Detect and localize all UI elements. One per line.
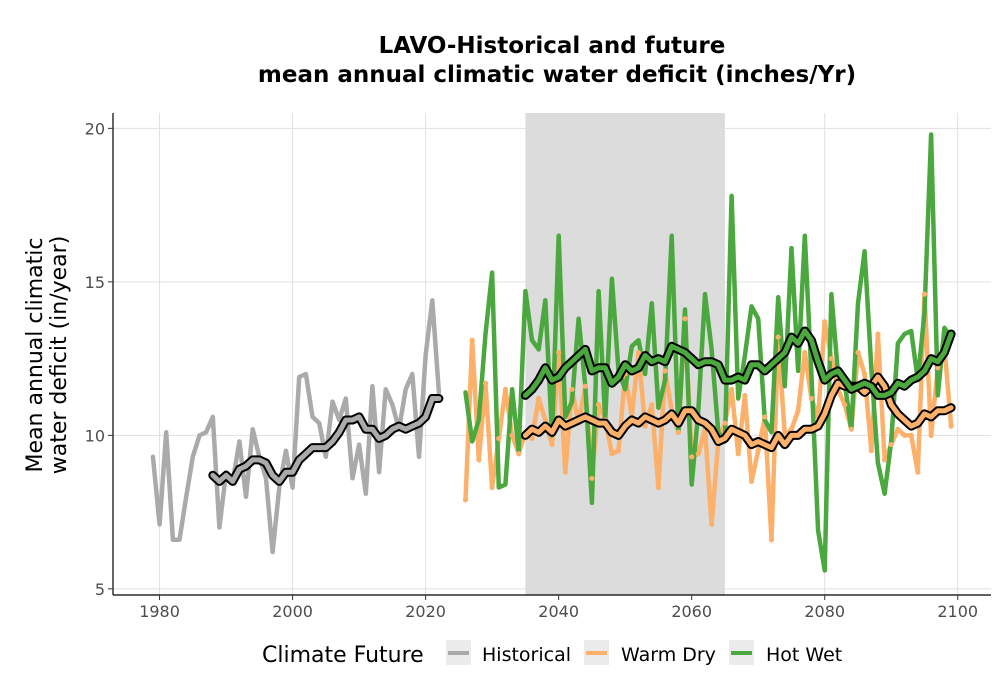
series-line-historical (150, 298, 442, 555)
data-point-warm-dry (562, 469, 568, 475)
data-point-warm-dry (875, 331, 881, 337)
data-point-warm-dry (868, 448, 874, 454)
data-point-warm-dry (808, 395, 815, 402)
data-point-warm-dry (742, 392, 748, 399)
x-tick-label-2020: 2020 (405, 602, 446, 621)
data-point-warm-dry (709, 521, 715, 527)
data-point-warm-dry (689, 454, 695, 460)
x-tick-label-1980: 1980 (139, 602, 180, 621)
data-point-warm-dry (642, 423, 648, 429)
data-point-warm-dry (615, 448, 622, 454)
data-point-warm-dry (595, 402, 602, 408)
data-point-warm-dry (802, 349, 808, 356)
data-point-warm-dry (788, 426, 795, 432)
y-tick-label-15: 15 (85, 273, 105, 292)
legend-label-hot-wet: Hot Wet (766, 644, 842, 666)
data-point-warm-dry (682, 316, 688, 322)
x-tick-label-2060: 2060 (671, 602, 712, 621)
y-axis-label-line2: water deficit (in/year) (47, 236, 72, 475)
x-tick-label-2040: 2040 (538, 602, 579, 621)
data-point-warm-dry (921, 291, 928, 297)
tick-labels: 1980 2000 2020 2040 2060 2080 2100 5 10 15 20 (85, 119, 978, 621)
data-point-warm-dry (722, 420, 728, 426)
data-point-warm-dry (842, 402, 848, 408)
data-point-warm-dry (542, 417, 548, 423)
data-point-warm-dry (635, 349, 642, 356)
data-point-warm-dry (536, 395, 542, 402)
series-line-hot-wet (463, 132, 954, 573)
y-tick-label-20: 20 (85, 119, 105, 138)
data-point-warm-dry (556, 349, 562, 356)
data-point-warm-dry (502, 386, 509, 392)
data-point-warm-dry (695, 451, 701, 457)
data-point-warm-dry (748, 478, 755, 485)
data-point-warm-dry (888, 441, 894, 448)
data-point-warm-dry (509, 432, 515, 438)
data-point-warm-dry (675, 429, 681, 435)
chart-title-line1: LAVO-Historical and future (379, 33, 726, 59)
trend-line-warm-dry-smooth (522, 374, 954, 451)
legend-title: Climate Future (262, 643, 424, 668)
data-point-warm-dry (948, 423, 954, 429)
x-tick-label-2100: 2100 (937, 602, 978, 621)
data-point-warm-dry (881, 457, 888, 463)
data-point-warm-dry (482, 380, 489, 386)
data-point-warm-dry (822, 319, 828, 325)
data-point-warm-dry (496, 435, 502, 442)
data-point-warm-dry (901, 432, 908, 438)
data-point-warm-dry (582, 383, 588, 389)
data-point-warm-dry (768, 537, 775, 543)
data-point-warm-dry (529, 435, 535, 442)
x-tick-label-2080: 2080 (804, 602, 845, 621)
data-point-warm-dry (516, 451, 522, 457)
data-point-warm-dry (569, 386, 575, 392)
data-point-warm-dry (476, 457, 482, 463)
data-point-warm-dry (728, 386, 735, 392)
data-point-warm-dry (895, 426, 901, 432)
legend-label-historical: Historical (482, 644, 571, 666)
trend-line-historical-smooth (210, 396, 442, 484)
data-point-warm-dry (775, 334, 781, 340)
data-point-warm-dry (848, 426, 854, 432)
axes (108, 113, 991, 600)
data-point-warm-dry (549, 441, 555, 448)
data-point-warm-dry (862, 371, 868, 377)
y-axis-label-line1: Mean annual climatic (23, 238, 48, 473)
data-point-warm-dry (855, 349, 861, 356)
data-point-warm-dry (609, 451, 615, 457)
data-point-warm-dry (469, 337, 475, 343)
plot-panel: 1980 2000 2020 2040 2060 2080 2100 5 10 15 20 (85, 113, 991, 621)
series-layer (150, 132, 956, 573)
data-point-warm-dry (795, 408, 801, 414)
data-point-warm-dry (649, 402, 655, 408)
legend-label-warm-dry: Warm Dry (621, 644, 716, 666)
data-point-warm-dry (462, 497, 469, 503)
data-point-warm-dry (935, 365, 941, 371)
data-point-warm-dry (908, 432, 914, 438)
data-point-warm-dry (928, 432, 934, 438)
y-tick-label-10: 10 (85, 426, 105, 445)
chart-title-line2: mean annual climatic water deficit (inch… (258, 62, 856, 88)
data-point-warm-dry (915, 469, 921, 475)
data-point-warm-dry (755, 448, 761, 454)
trend-line-hot-wet-smooth (522, 328, 954, 398)
legend: Climate Future Historical Warm Dry Hot W… (262, 640, 842, 668)
y-tick-label-5: 5 (95, 580, 105, 599)
x-tick-label-2000: 2000 (272, 602, 313, 621)
data-point-warm-dry (489, 484, 495, 491)
data-point-warm-dry (589, 475, 595, 481)
data-point-warm-dry (655, 484, 662, 491)
data-point-warm-dry (828, 356, 834, 362)
data-point-warm-dry (762, 414, 768, 420)
data-point-warm-dry (735, 451, 741, 457)
data-point-warm-dry (662, 368, 668, 374)
